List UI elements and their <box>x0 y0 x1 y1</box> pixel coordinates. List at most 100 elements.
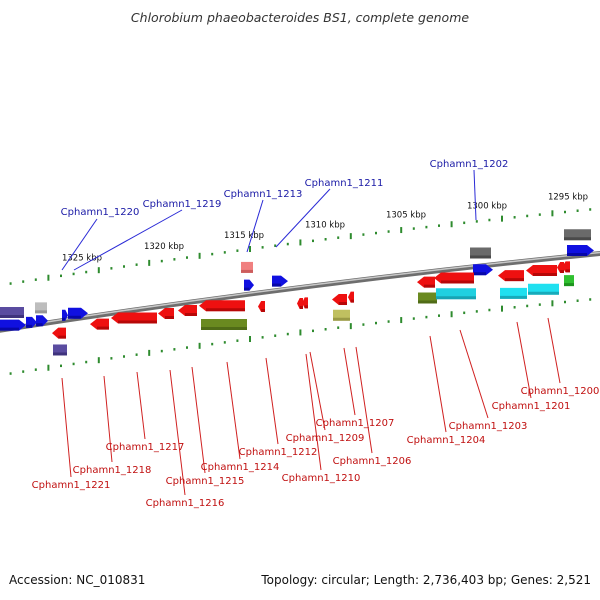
upper-minor-tick <box>438 224 440 227</box>
gene-block-dark-grey-shade <box>470 255 491 259</box>
gene-arrow-red-shade <box>261 308 265 312</box>
upper-minor-tick <box>85 270 88 274</box>
lower-minor-tick <box>564 300 566 304</box>
gene-label-cphamn1-1219: Cphamn1_1219 <box>143 199 222 210</box>
gene-arrow-red-shade <box>304 305 308 309</box>
leader-line-bottom <box>191 366 206 474</box>
gene-arrow-red-shade <box>533 272 557 276</box>
lower-major-tick <box>97 357 100 364</box>
leader-line-bottom <box>547 317 561 384</box>
tick-label: 1305 kbp <box>386 210 426 220</box>
tick-label: 1310 kbp <box>305 220 345 230</box>
gene-arrow-red-shade <box>206 308 245 312</box>
upper-minor-tick <box>564 210 566 214</box>
gene-label-cphamn1-1201: Cphamn1_1201 <box>492 401 571 412</box>
lower-major-tick <box>400 317 403 324</box>
tick-label: 1320 kbp <box>144 242 184 252</box>
lower-minor-tick <box>123 355 125 358</box>
lower-minor-tick <box>274 334 277 337</box>
lower-minor-tick <box>173 348 176 351</box>
gene-arrow-red-shade <box>299 306 303 309</box>
upper-minor-tick <box>425 225 428 229</box>
gene-block-khaki-shade <box>333 317 350 321</box>
topology-text: Topology: circular; Length: 2,736,403 bp… <box>261 573 591 587</box>
lower-minor-tick <box>488 308 491 312</box>
upper-minor-tick <box>135 263 138 266</box>
accession-text: Accession: NC_010831 <box>9 573 146 587</box>
upper-minor-tick <box>22 280 25 283</box>
lower-minor-tick <box>85 360 88 364</box>
upper-minor-tick <box>274 244 277 247</box>
upper-minor-tick <box>324 238 327 241</box>
gene-arrow-blue-shade <box>244 287 250 291</box>
leader-line-bottom <box>265 357 279 445</box>
gene-block-grey-violet-shade <box>0 314 24 318</box>
lower-minor-tick <box>34 368 37 371</box>
gene-label-cphamn1-1216: Cphamn1_1216 <box>146 498 225 509</box>
lower-minor-tick <box>72 362 75 366</box>
gene-arrow-blue-shade <box>0 327 19 331</box>
lower-major-tick <box>299 329 302 336</box>
leader-lines <box>61 169 561 496</box>
leader-line-bottom <box>459 329 489 419</box>
upper-minor-tick <box>223 251 226 254</box>
leader-line-bottom <box>169 369 186 496</box>
gene-label-cphamn1-1213: Cphamn1_1213 <box>224 189 303 200</box>
upper-major-tick <box>148 259 151 266</box>
lower-minor-tick <box>375 321 377 325</box>
upper-minor-tick <box>488 218 491 222</box>
lower-minor-tick <box>463 311 466 315</box>
lower-minor-tick <box>412 317 415 320</box>
lower-minor-tick <box>513 306 516 309</box>
lower-major-tick <box>47 364 50 371</box>
gene-block-cyan-shade <box>528 291 559 295</box>
upper-minor-tick <box>173 258 176 261</box>
upper-minor-tick <box>513 216 516 219</box>
upper-minor-tick <box>589 208 592 211</box>
gene-label-cphamn1-1210: Cphamn1_1210 <box>282 473 361 484</box>
leader-line-bottom <box>309 351 326 431</box>
upper-minor-tick <box>526 214 529 218</box>
lower-minor-tick <box>186 346 188 349</box>
gene-arrow-red-shade <box>165 316 174 320</box>
lower-minor-tick <box>60 364 62 368</box>
lower-minor-tick <box>223 341 226 344</box>
lower-minor-tick <box>589 298 592 301</box>
upper-minor-tick <box>312 239 314 243</box>
lower-major-tick <box>198 342 201 349</box>
lower-minor-tick <box>387 320 390 323</box>
upper-minor-tick <box>60 274 62 278</box>
lower-minor-tick <box>337 326 340 329</box>
gene-label-cphamn1-1202: Cphamn1_1202 <box>430 159 509 170</box>
lower-minor-tick <box>362 323 365 326</box>
upper-major-tick <box>501 215 503 222</box>
lower-major-tick <box>249 336 251 343</box>
gene-block-olive-shade <box>201 326 247 330</box>
upper-minor-tick <box>463 221 466 225</box>
leader-line-bottom <box>226 361 241 460</box>
tick-label: 1315 kbp <box>224 231 264 241</box>
gene-block-violet-shade <box>53 352 67 356</box>
lower-minor-tick <box>475 310 478 313</box>
gene-arrow-red-shade <box>441 280 474 284</box>
gene-arrow-blue-shade <box>26 324 33 328</box>
gene-arrow-red-shade <box>565 269 570 273</box>
upper-minor-tick <box>110 267 113 270</box>
leader-line-bottom <box>61 377 72 478</box>
lower-minor-tick <box>236 339 239 342</box>
upper-major-tick <box>400 227 403 234</box>
lower-minor-tick <box>135 353 138 356</box>
upper-major-tick <box>198 252 201 259</box>
upper-minor-tick <box>123 265 125 268</box>
gene-arrow-red-shade <box>505 278 524 282</box>
gene-label-cphamn1-1221: Cphamn1_1221 <box>32 480 111 491</box>
gene-label-cphamn1-1218: Cphamn1_1218 <box>73 465 152 476</box>
gene-block-olive-shade <box>418 300 437 304</box>
leader-line-bottom <box>343 347 356 416</box>
gene-arrow-red-shade <box>424 284 435 288</box>
lower-major-tick <box>551 300 554 307</box>
lower-minor-tick <box>312 329 314 333</box>
lower-minor-tick <box>425 315 428 319</box>
tick-label: 1300 kbp <box>467 201 507 211</box>
